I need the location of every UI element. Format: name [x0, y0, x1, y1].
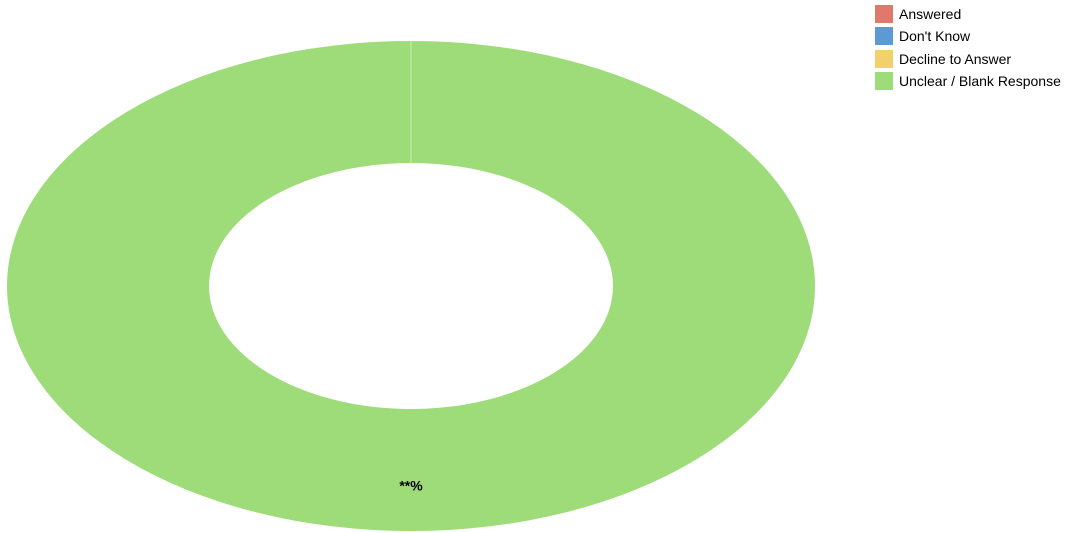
- donut-slice-labels: **%: [399, 478, 423, 494]
- legend-item-dont-know[interactable]: Don't Know: [875, 25, 1061, 47]
- legend-swatch-answered: [875, 5, 893, 24]
- legend-label-decline-to-answer: Decline to Answer: [899, 50, 1012, 67]
- legend-swatch-dont-know: [875, 27, 893, 46]
- legend-swatch-decline-to-answer: [875, 49, 893, 68]
- donut-slice-unclear-blank-response[interactable]: [7, 41, 815, 531]
- slice-label-unclear-blank-response: **%: [399, 478, 423, 494]
- donut-slices: [7, 41, 815, 531]
- legend-label-answered: Answered: [899, 6, 962, 23]
- legend-swatch-unclear-blank-response: [875, 72, 893, 91]
- legend-item-unclear-blank-response[interactable]: Unclear / Blank Response: [875, 70, 1061, 92]
- legend-label-unclear-blank-response: Unclear / Blank Response: [899, 73, 1061, 90]
- chart-legend: Answered Don't Know Decline to Answer Un…: [875, 3, 1061, 92]
- legend-item-decline-to-answer[interactable]: Decline to Answer: [875, 48, 1061, 70]
- legend-label-dont-know: Don't Know: [899, 28, 971, 45]
- legend-item-answered[interactable]: Answered: [875, 3, 1061, 25]
